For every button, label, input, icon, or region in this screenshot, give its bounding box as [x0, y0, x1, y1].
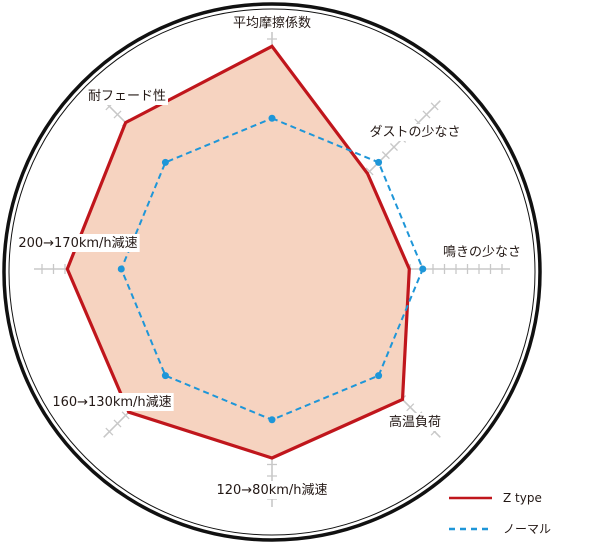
data-point: [161, 372, 169, 380]
axis-label-bg: [440, 244, 524, 261]
axis-tick: [113, 419, 122, 428]
data-point: [268, 416, 276, 424]
axis-label: 高温負荷: [389, 414, 441, 430]
outer-ring: [2, 2, 542, 542]
series-layer: [65, 44, 427, 460]
axis-label: 鳴きの少なさ: [443, 245, 521, 260]
axis-tick: [381, 151, 390, 160]
axis-label: 平均摩擦係数: [233, 15, 311, 31]
axis-tick: [365, 167, 374, 176]
axis-label-bg: [85, 88, 169, 105]
data-point: [375, 372, 383, 380]
legend-label-1: ノーマル: [503, 522, 551, 536]
legend-label-0: Z type: [503, 491, 542, 505]
series-line-0: [65, 44, 411, 460]
chart-frame: [2, 2, 542, 542]
axis-tick: [121, 411, 130, 420]
series-fill-0: [67, 46, 410, 459]
data-point: [419, 265, 427, 273]
axis-label-bg: [214, 481, 330, 499]
data-point: [375, 158, 383, 166]
axis-label-bg: [230, 14, 314, 32]
axis-label-bg: [386, 413, 444, 431]
axis-tick: [422, 110, 431, 119]
data-point: [161, 158, 169, 166]
axis-label: 200→170km/h減速: [18, 235, 137, 251]
axis-tick: [430, 102, 439, 111]
axis-label-bg: [367, 124, 463, 141]
data-point: [268, 114, 276, 122]
inner-ring: [8, 8, 536, 536]
axis-label-bg: [16, 234, 140, 252]
axis-label-bg: [50, 393, 174, 411]
legend: Z type ノーマル: [449, 491, 551, 536]
axis-tick: [406, 403, 415, 412]
axis-tick: [105, 427, 114, 436]
axis-label: ダストの少なさ: [369, 125, 460, 140]
axis-label: 耐フェード性: [88, 89, 166, 104]
axis-label: 120→80km/h減速: [216, 482, 327, 498]
data-point: [117, 265, 125, 273]
axis-label: 160→130km/h減速: [52, 394, 171, 410]
axis-tick: [389, 143, 398, 152]
axis-tick: [113, 110, 122, 119]
